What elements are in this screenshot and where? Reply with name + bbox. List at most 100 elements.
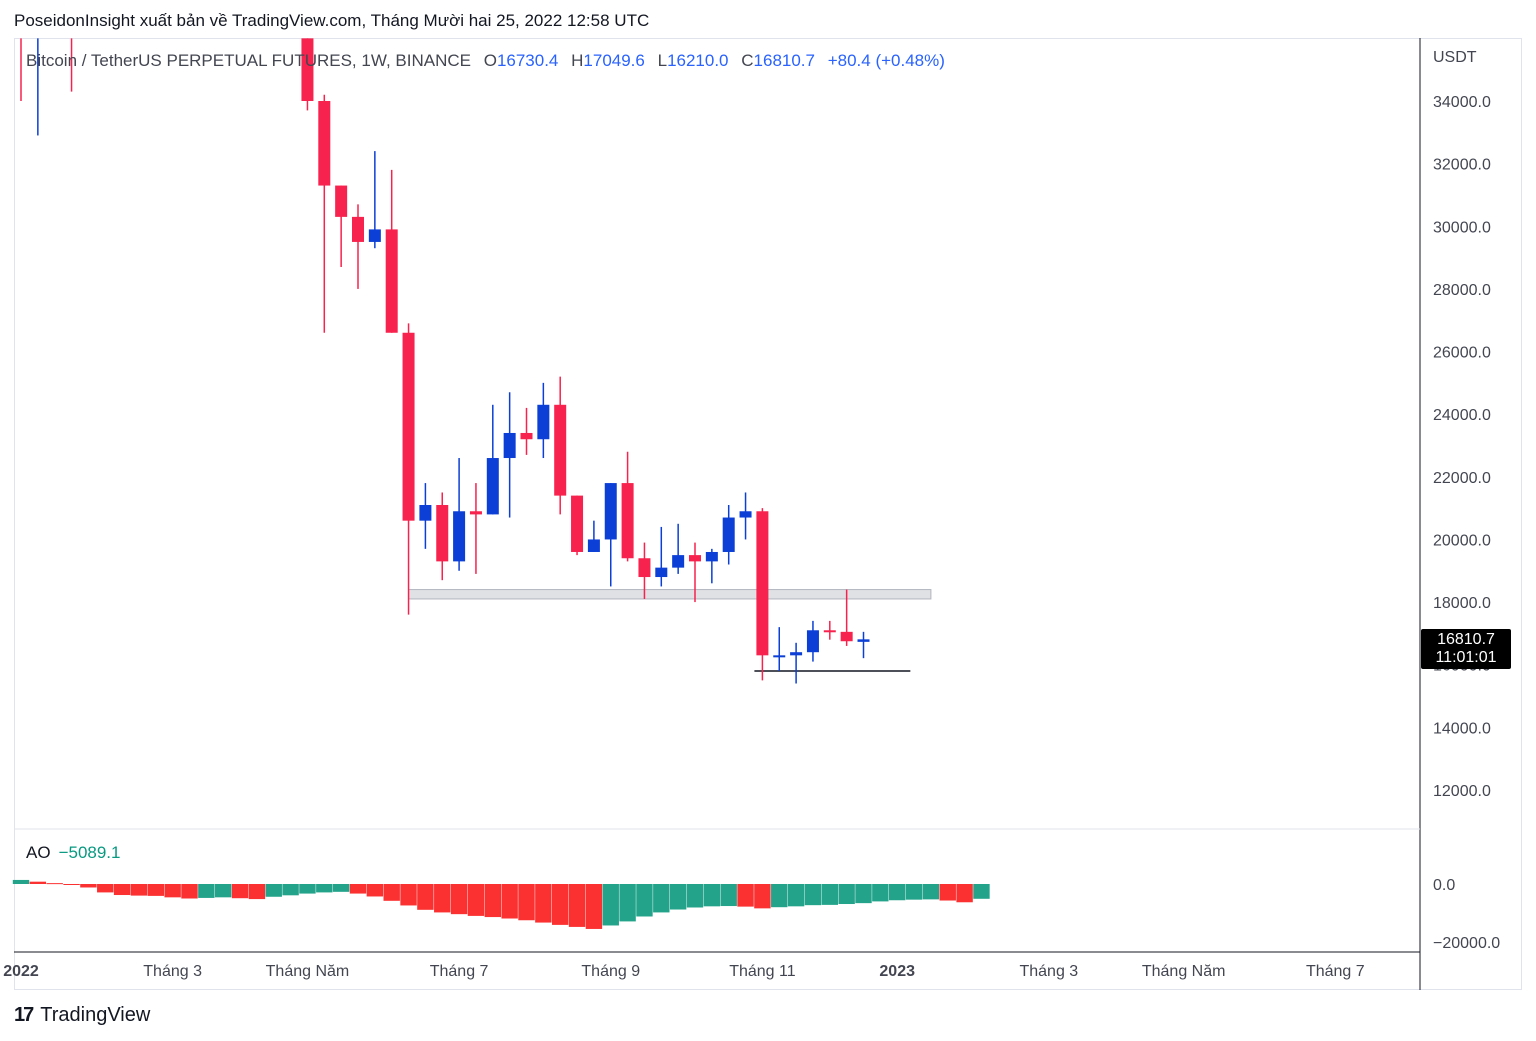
ao-bar [821, 884, 838, 905]
ao-bar [754, 884, 771, 909]
time-tick-label: Tháng 3 [143, 963, 202, 980]
candle-2022-10-03[interactable] [672, 523, 685, 574]
candle-2022-07-11[interactable] [469, 483, 482, 574]
ao-bar [366, 884, 384, 897]
ao-bar [973, 884, 990, 899]
candle-2022-05-09[interactable] [318, 94, 331, 333]
candle-2022-07-18[interactable] [486, 404, 499, 515]
close-label: C [741, 51, 754, 70]
symbol-name[interactable]: Bitcoin / TetherUS PERPETUAL FUTURES, 1W… [26, 51, 471, 70]
candle-body [806, 630, 819, 653]
candle-body [722, 517, 735, 552]
open-value: 16730.4 [496, 51, 559, 70]
candle-2022-11-21[interactable] [790, 642, 803, 684]
candle-body [638, 558, 651, 578]
ao-bar [686, 884, 704, 908]
ao-bar [484, 884, 501, 918]
ao-bar [619, 884, 636, 922]
candle-2022-12-19[interactable] [857, 631, 870, 659]
candle-body [655, 567, 668, 578]
ao-bar [63, 884, 80, 885]
support-zone-rect[interactable] [408, 589, 932, 600]
ao-value: −5089.1 [58, 843, 121, 862]
high-value: 17049.6 [583, 51, 645, 70]
candle-2022-11-28[interactable] [806, 620, 819, 662]
candle-2022-09-05[interactable] [604, 483, 617, 587]
ao-legend[interactable]: AO −5089.1 [26, 843, 121, 863]
ao-bar [922, 884, 940, 900]
candle-2022-09-19[interactable] [638, 542, 651, 599]
candle-2022-06-27[interactable] [436, 492, 449, 581]
candle-body [857, 639, 870, 642]
candle-2022-08-22[interactable] [571, 495, 584, 556]
candle-body [621, 483, 634, 559]
symbol-legend[interactable]: Bitcoin / TetherUS PERPETUAL FUTURES, 1W… [26, 51, 945, 71]
candle-body [672, 555, 685, 568]
candle-2022-07-25[interactable] [503, 392, 516, 518]
ao-bar [787, 884, 805, 907]
footer-branding[interactable]: 17 TradingView [14, 1004, 150, 1027]
ao-bar [771, 884, 788, 908]
ao-bar [669, 884, 687, 910]
candle-2022-12-05[interactable] [823, 620, 836, 640]
ao-bar [97, 884, 114, 893]
ao-bar [467, 884, 485, 916]
candle-2022-08-01[interactable] [520, 407, 533, 455]
candle-2022-05-30[interactable] [368, 151, 381, 249]
candle-body [587, 539, 600, 552]
ao-bar [349, 884, 367, 894]
candle-2022-10-24[interactable] [722, 505, 735, 565]
ao-bar [147, 884, 164, 896]
candle-2022-10-10[interactable] [689, 542, 701, 603]
ao-bar [905, 884, 923, 900]
candle-body [469, 511, 482, 515]
price-tick-label: 34000.0 [1433, 94, 1491, 111]
ao-bar [130, 884, 148, 896]
candle-body [436, 505, 449, 562]
time-tick-label: Tháng 7 [430, 963, 489, 980]
candle-2022-07-04[interactable] [453, 458, 466, 571]
ao-bar [383, 884, 400, 901]
open-label: O [483, 51, 497, 70]
candle-2022-06-20[interactable] [419, 483, 432, 549]
ao-bar [568, 884, 586, 927]
ao-bar [164, 884, 181, 898]
candle-2022-09-26[interactable] [655, 526, 668, 587]
candle-body [385, 229, 398, 333]
candle-2022-08-08[interactable] [537, 382, 550, 459]
ao-bar [215, 884, 232, 898]
ao-bar [838, 884, 855, 905]
time-tick-label: Tháng Năm [266, 963, 350, 980]
chart-frame [14, 38, 1522, 990]
ao-label[interactable]: AO [26, 843, 51, 862]
price-tick-label: 14000.0 [1433, 720, 1491, 737]
candle-2022-06-13[interactable] [402, 323, 415, 615]
time-tick-label: Tháng 7 [1306, 963, 1365, 980]
candle-2022-05-16[interactable] [335, 185, 348, 267]
candle-body [705, 551, 718, 562]
candle-2022-06-06[interactable] [385, 169, 398, 333]
candle-body [301, 38, 314, 101]
candle-2022-05-23[interactable] [352, 204, 364, 289]
candle-2022-08-15[interactable] [554, 376, 567, 515]
ao-bar [737, 884, 754, 907]
candle-2022-10-31[interactable] [739, 492, 752, 540]
candle-2022-11-14[interactable] [773, 627, 786, 671]
price-tick-label: 30000.0 [1433, 219, 1491, 236]
candle-2022-11-07[interactable] [756, 508, 769, 681]
price-tick-label: 26000.0 [1433, 345, 1491, 362]
candle-2022-12-12[interactable] [840, 589, 853, 646]
candle-2022-10-17[interactable] [705, 548, 718, 584]
ao-bar [46, 883, 63, 885]
candle-body [756, 511, 769, 656]
publisher-line: PoseidonInsight xuất bản về TradingView.… [14, 11, 650, 30]
candle-2022-09-12[interactable] [621, 451, 634, 562]
candle-body [571, 495, 584, 552]
candle-2022-05-02[interactable] [301, 38, 314, 111]
candle-body [402, 332, 415, 521]
candle-2022-08-29[interactable] [587, 520, 600, 552]
ao-bar [80, 884, 97, 888]
ao-bar [653, 884, 670, 913]
candle-body [554, 404, 567, 496]
